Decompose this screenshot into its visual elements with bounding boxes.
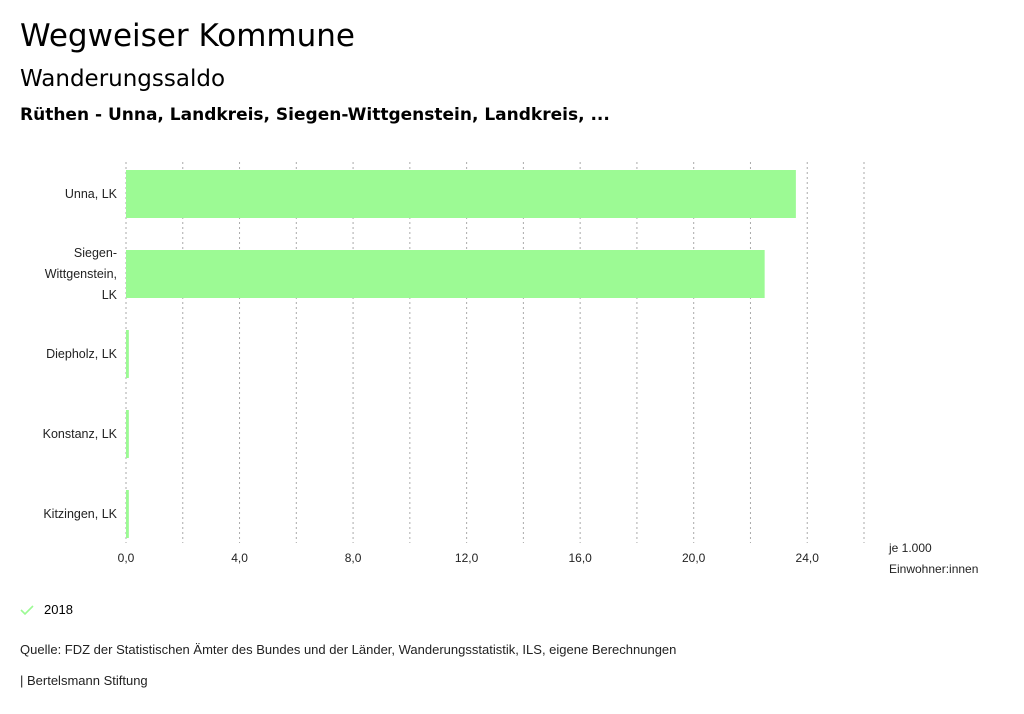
bar[interactable] [126, 250, 765, 298]
category-label: Wittgenstein, [45, 267, 117, 281]
category-label: Konstanz, LK [43, 427, 118, 441]
page-title: Wegweiser Kommune [20, 18, 355, 54]
bar[interactable] [126, 330, 129, 378]
x-axis-unit-line-2: Einwohner:innen [889, 562, 978, 576]
x-axis-unit-line-1: je 1.000 [888, 541, 932, 555]
category-label: Siegen- [74, 246, 117, 260]
category-label: LK [102, 288, 118, 302]
x-tick-label: 0,0 [118, 551, 135, 565]
region-list: Rüthen - Unna, Landkreis, Siegen-Wittgen… [20, 105, 610, 125]
source-note: Quelle: FDZ der Statistischen Ämter des … [20, 642, 677, 657]
check-icon [20, 604, 34, 615]
legend-item-2018[interactable]: 2018 [20, 602, 73, 617]
bar-chart: Unna, LK Siegen- Wittgenstein, LK Diepholz, … [43, 162, 978, 576]
bar[interactable] [126, 170, 796, 218]
x-tick-label: 4,0 [231, 551, 248, 565]
x-tick-label: 20,0 [682, 551, 706, 565]
legend-label: 2018 [44, 602, 73, 617]
bar[interactable] [126, 490, 129, 538]
x-tick-label: 12,0 [455, 551, 479, 565]
x-tick-label: 16,0 [568, 551, 592, 565]
x-tick-label: 8,0 [345, 551, 362, 565]
x-tick-label: 24,0 [796, 551, 820, 565]
category-label: Kitzingen, LK [43, 507, 117, 521]
category-label: Unna, LK [65, 187, 118, 201]
chart-subtitle: Wanderungssaldo [20, 66, 226, 92]
bar[interactable] [126, 410, 129, 458]
category-label: Diepholz, LK [46, 347, 118, 361]
brand-credit: | Bertelsmann Stiftung [20, 673, 148, 688]
